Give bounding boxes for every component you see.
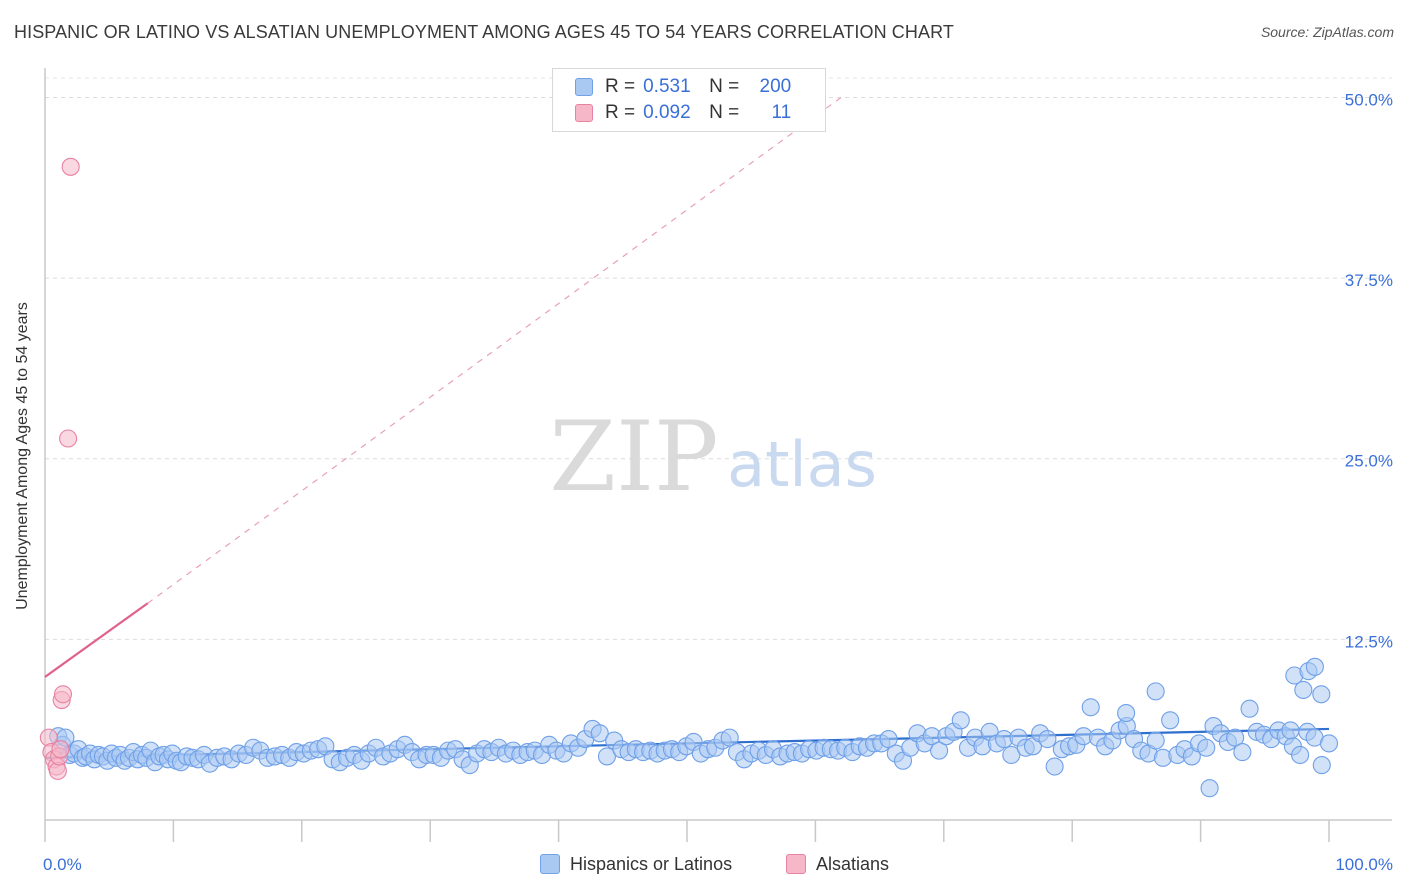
source-label: Source: ZipAtlas.com <box>1260 24 1394 40</box>
hispanic-point <box>1312 685 1331 704</box>
hispanic-point <box>951 711 970 730</box>
hispanic-point <box>1045 757 1064 776</box>
hispanic-point <box>1161 711 1180 730</box>
legend-swatch-alsatian <box>575 104 593 122</box>
legend-n-value: 11 <box>771 102 792 123</box>
legend-swatch-hispanic <box>575 78 593 96</box>
x-tick-label: 100.0% <box>1335 855 1393 874</box>
hispanic-point <box>1226 728 1245 747</box>
alsatian-point <box>61 157 80 176</box>
hispanic-point <box>1200 779 1219 798</box>
hispanic-point <box>1002 745 1021 765</box>
hispanic-point <box>879 730 898 749</box>
legend-n-value: 200 <box>759 76 792 97</box>
alsatian-trend-line <box>44 602 149 678</box>
hispanic-point <box>590 724 609 743</box>
legend-r-label: R = <box>605 76 636 97</box>
y-tick-label: 37.5% <box>1345 271 1393 290</box>
grid <box>45 77 1392 640</box>
x-tick-label: 0.0% <box>43 855 82 874</box>
alsatian-point <box>51 740 70 759</box>
legend-n-label: N = <box>709 102 740 123</box>
legend-r-value: 0.531 <box>643 76 691 97</box>
y-tick-label: 25.0% <box>1345 452 1393 471</box>
legend-n-label: N = <box>709 76 740 97</box>
alsatian-point <box>53 685 73 704</box>
alsatian-points <box>39 157 80 780</box>
y-axis-label: Unemployment Among Ages 45 to 54 years <box>14 302 31 610</box>
hispanic-point <box>1294 680 1313 699</box>
hispanic-point <box>1281 721 1300 740</box>
hispanic-point <box>1291 745 1310 765</box>
chart-title: HISPANIC OR LATINO VS ALSATIAN UNEMPLOYM… <box>14 22 954 42</box>
hispanic-point <box>1081 698 1100 717</box>
legend-label-hispanic: Hispanics or Latinos <box>570 853 733 874</box>
hispanic-point <box>597 747 617 766</box>
alsatian-point <box>59 429 78 448</box>
legend-label-alsatian: Alsatians <box>816 853 890 874</box>
hispanic-point <box>1305 657 1324 676</box>
legend-r-label: R = <box>605 102 636 123</box>
tick-labels: 12.5% 25.0% 37.5% 50.0% 0.0% 100.0% <box>43 90 1393 874</box>
hispanic-point <box>1312 756 1331 775</box>
watermark-zip: ZIP <box>549 401 718 513</box>
legend-row-alsatian: R = 0.092 N = 11 <box>575 101 791 125</box>
y-tick-label: 12.5% <box>1345 632 1393 651</box>
hispanic-point <box>1117 704 1136 723</box>
legend-swatch-hispanic <box>540 854 560 874</box>
hispanic-point <box>720 728 739 747</box>
hispanic-points <box>49 657 1339 798</box>
correlation-legend: R = 0.531 N = 200 R = 0.092 N = 11 <box>552 68 826 132</box>
legend-item-alsatian[interactable]: Alsatians <box>786 852 889 876</box>
hispanic-point <box>1197 738 1216 757</box>
axes <box>44 68 1392 842</box>
hispanic-point <box>1319 734 1339 753</box>
legend-r-value: 0.092 <box>643 102 691 123</box>
legend-swatch-alsatian <box>786 854 806 874</box>
alsatian-trend-extension <box>147 96 842 604</box>
hispanic-point <box>930 741 949 760</box>
legend-row-hispanic: R = 0.531 N = 200 <box>575 75 791 99</box>
hispanic-point <box>1146 682 1165 701</box>
hispanic-point <box>1240 699 1259 718</box>
hispanic-point <box>1146 731 1165 750</box>
legend-item-hispanic[interactable]: Hispanics or Latinos <box>540 852 732 876</box>
y-tick-label: 50.0% <box>1345 90 1393 109</box>
watermark-atlas: atlas <box>727 428 877 501</box>
hispanic-point <box>1233 743 1252 762</box>
hispanic-point <box>1038 730 1057 749</box>
